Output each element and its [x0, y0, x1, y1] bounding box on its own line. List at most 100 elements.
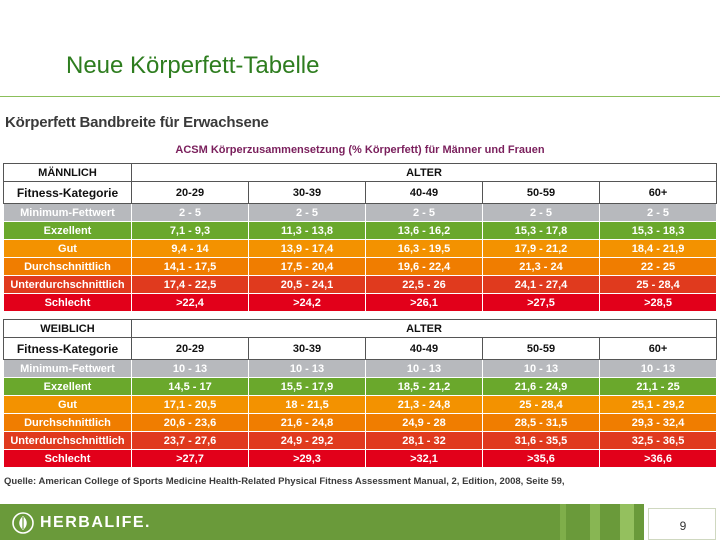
bodyfat-value-cell: 25 - 28,4 — [482, 395, 600, 414]
herbalife-logo: HERBALIFE. — [40, 514, 151, 531]
page-number: 9 — [679, 519, 687, 533]
women-row-durchschnittlich: Durchschnittlich 20,6 - 23,6 21,6 - 24,8 24… — [3, 413, 718, 432]
women-age-col: 50-59 — [482, 337, 600, 360]
bodyfat-value-cell: >36,6 — [598, 449, 718, 468]
bodyfat-value-cell: 21,6 - 24,8 — [248, 413, 366, 432]
bodyfat-value-cell: 10 - 13 — [365, 359, 483, 378]
bodyfat-value-cell: 20,6 - 23,6 — [131, 413, 249, 432]
slide-title: Neue Körperfett-Tabelle — [66, 52, 320, 79]
category-label: Unterdurchschnittlich — [3, 275, 132, 294]
women-category-header: Fitness-Kategorie — [3, 337, 132, 360]
bodyfat-value-cell: 2 - 5 — [482, 203, 600, 222]
men-row-gut: Gut 9,4 - 14 13,9 - 17,4 16,3 - 19,5 17,9 - … — [3, 239, 718, 258]
men-category-header: Fitness-Kategorie — [3, 181, 132, 204]
bodyfat-value-cell: >24,2 — [248, 293, 366, 312]
women-header-row: WEIBLICH ALTER — [3, 319, 718, 338]
category-label: Gut — [3, 395, 132, 414]
bodyfat-value-cell: 13,6 - 16,2 — [365, 221, 483, 240]
bodyfat-value-cell: >22,4 — [131, 293, 249, 312]
bodyfat-value-cell: 24,1 - 27,4 — [482, 275, 600, 294]
bodyfat-value-cell: >35,6 — [482, 449, 600, 468]
title-divider — [0, 96, 720, 97]
bodyfat-value-cell: 21,1 - 25 — [598, 377, 718, 396]
bodyfat-value-cell: 13,9 - 17,4 — [248, 239, 366, 258]
men-age-label: ALTER — [130, 163, 718, 182]
page-number-box: 9 — [648, 508, 716, 540]
women-age-row: Fitness-Kategorie 20-29 30-39 40-49 50-5… — [3, 337, 718, 360]
herbalife-leaf-icon — [12, 512, 34, 534]
bodyfat-value-cell: >27,5 — [482, 293, 600, 312]
women-bodyfat-table: WEIBLICH ALTER Fitness-Kategorie 20-29 3… — [3, 319, 718, 468]
category-label: Minimum-Fettwert — [3, 359, 132, 378]
men-bodyfat-table: MÄNNLICH ALTER Fitness-Kategorie 20-29 3… — [3, 163, 718, 312]
bodyfat-value-cell: 2 - 5 — [131, 203, 249, 222]
bodyfat-value-cell: 28,5 - 31,5 — [482, 413, 600, 432]
bodyfat-value-cell: >26,1 — [365, 293, 483, 312]
bodyfat-value-cell: >32,1 — [365, 449, 483, 468]
footer-bar: HERBALIFE. 9 — [0, 504, 720, 540]
women-age-col: 60+ — [598, 337, 718, 360]
men-gender-label: MÄNNLICH — [3, 163, 132, 182]
bodyfat-value-cell: 15,3 - 17,8 — [482, 221, 600, 240]
category-label: Gut — [3, 239, 132, 258]
bodyfat-value-cell: 10 - 13 — [131, 359, 249, 378]
women-age-col: 40-49 — [365, 337, 483, 360]
bodyfat-value-cell: 24,9 - 29,2 — [248, 431, 366, 450]
bodyfat-value-cell: >27,7 — [131, 449, 249, 468]
category-label: Durchschnittlich — [3, 257, 132, 276]
bodyfat-value-cell: 11,3 - 13,8 — [248, 221, 366, 240]
bodyfat-value-cell: 25 - 28,4 — [598, 275, 718, 294]
men-row-schlecht: Schlecht >22,4 >24,2 >26,1 >27,5 >28,5 — [3, 293, 718, 312]
bodyfat-value-cell: 29,3 - 32,4 — [598, 413, 718, 432]
women-age-col: 30-39 — [248, 337, 366, 360]
bodyfat-value-cell: 14,1 - 17,5 — [131, 257, 249, 276]
men-age-col: 20-29 — [131, 181, 249, 204]
category-label: Exzellent — [3, 221, 132, 240]
brand-band: HERBALIFE. — [0, 504, 644, 540]
bodyfat-value-cell: 15,3 - 18,3 — [598, 221, 718, 240]
men-age-row: Fitness-Kategorie 20-29 30-39 40-49 50-5… — [3, 181, 718, 204]
women-gender-label: WEIBLICH — [3, 319, 132, 338]
bodyfat-value-cell: 10 - 13 — [482, 359, 600, 378]
acsm-caption: ACSM Körperzusammensetzung (% Körperfett… — [175, 144, 545, 156]
bodyfat-value-cell: 19,6 - 22,4 — [365, 257, 483, 276]
bodyfat-value-cell: 17,5 - 20,4 — [248, 257, 366, 276]
men-age-col: 40-49 — [365, 181, 483, 204]
women-row-schlecht: Schlecht >27,7 >29,3 >32,1 >35,6 >36,6 — [3, 449, 718, 468]
category-label: Durchschnittlich — [3, 413, 132, 432]
bodyfat-value-cell: 7,1 - 9,3 — [131, 221, 249, 240]
bodyfat-value-cell: 17,1 - 20,5 — [131, 395, 249, 414]
bodyfat-value-cell: 25,1 - 29,2 — [598, 395, 718, 414]
bodyfat-value-cell: 28,1 - 32 — [365, 431, 483, 450]
category-label: Schlecht — [3, 449, 132, 468]
men-header-row: MÄNNLICH ALTER — [3, 163, 718, 182]
men-age-col: 60+ — [598, 181, 718, 204]
men-age-col: 50-59 — [482, 181, 600, 204]
bodyfat-value-cell: 21,3 - 24,8 — [365, 395, 483, 414]
category-label: Minimum-Fettwert — [3, 203, 132, 222]
women-age-col: 20-29 — [131, 337, 249, 360]
category-label: Unterdurchschnittlich — [3, 431, 132, 450]
bodyfat-value-cell: 9,4 - 14 — [131, 239, 249, 258]
bodyfat-value-cell: 2 - 5 — [598, 203, 718, 222]
bodyfat-value-cell: 10 - 13 — [598, 359, 718, 378]
bodyfat-value-cell: 24,9 - 28 — [365, 413, 483, 432]
men-age-col: 30-39 — [248, 181, 366, 204]
bodyfat-value-cell: 20,5 - 24,1 — [248, 275, 366, 294]
bodyfat-value-cell: 18 - 21,5 — [248, 395, 366, 414]
bodyfat-value-cell: 22 - 25 — [598, 257, 718, 276]
men-row-exzellent: Exzellent 7,1 - 9,3 11,3 - 13,8 13,6 - 16,2… — [3, 221, 718, 240]
bodyfat-value-cell: 17,9 - 21,2 — [482, 239, 600, 258]
bodyfat-value-cell: 2 - 5 — [248, 203, 366, 222]
bodyfat-value-cell: 16,3 - 19,5 — [365, 239, 483, 258]
bodyfat-value-cell: 10 - 13 — [248, 359, 366, 378]
decor-stripe — [590, 504, 600, 540]
bodyfat-value-cell: 18,5 - 21,2 — [365, 377, 483, 396]
women-row-minimum: Minimum-Fettwert 10 - 13 10 - 13 10 - 13 10 … — [3, 359, 718, 378]
bodyfat-value-cell: 15,5 - 17,9 — [248, 377, 366, 396]
bodyfat-value-cell: 23,7 - 27,6 — [131, 431, 249, 450]
table-heading: Körperfett Bandbreite für Erwachsene — [5, 114, 269, 131]
bodyfat-value-cell: 2 - 5 — [365, 203, 483, 222]
